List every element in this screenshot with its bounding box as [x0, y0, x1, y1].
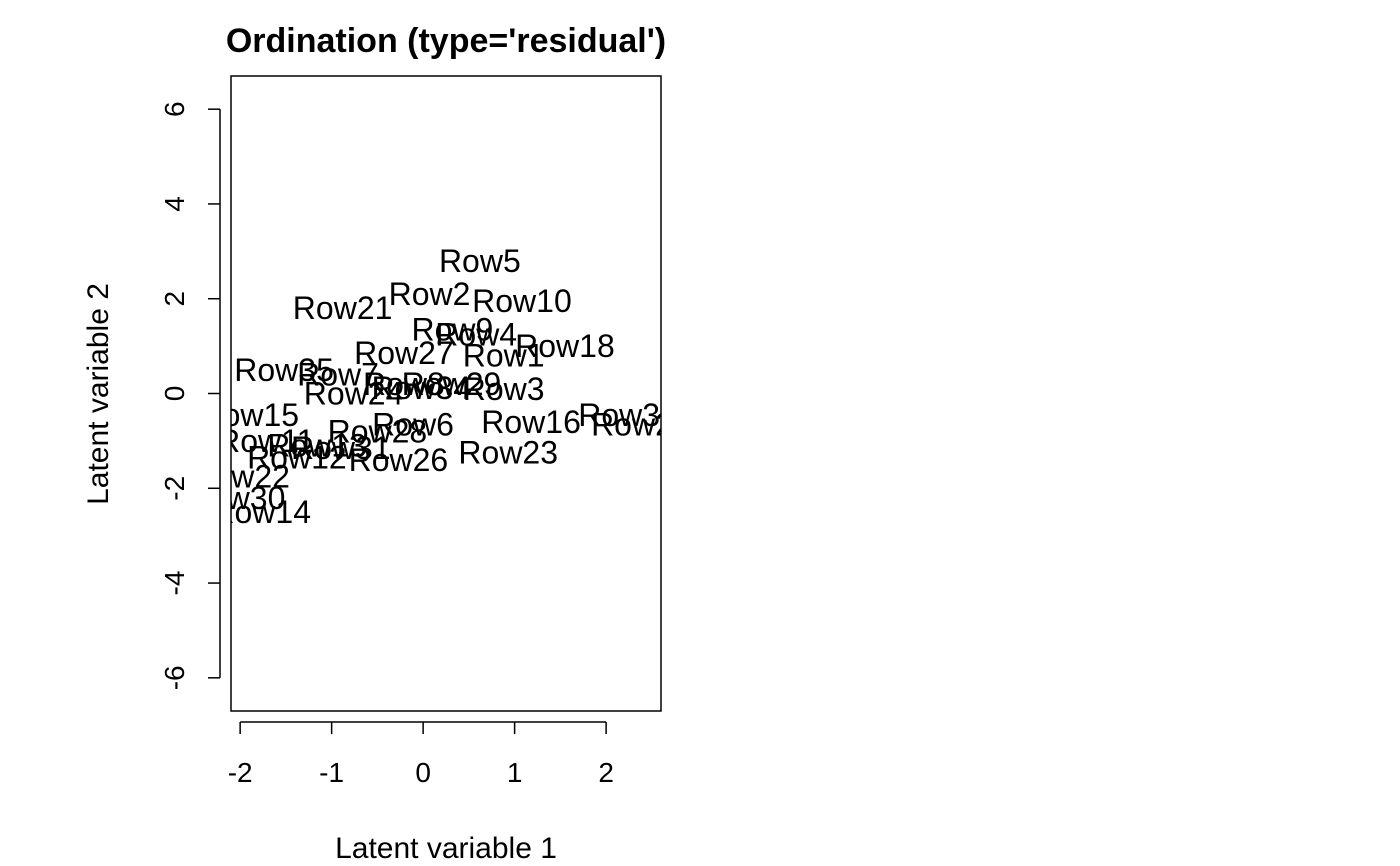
point-label: Row18 [515, 328, 615, 364]
chart-title: Ordination (type='residual') [226, 22, 666, 60]
point-label: Row1 [463, 338, 545, 374]
point-label: Row35 [234, 352, 334, 388]
point-label: Row6 [372, 406, 454, 442]
plot-frame [230, 75, 662, 712]
y-tick-label: -4 [159, 571, 190, 596]
x-tick-label: 0 [415, 757, 431, 788]
point-label: Row8 [363, 366, 445, 402]
x-tick-label: -2 [228, 757, 253, 788]
x-tick-label: -1 [319, 757, 344, 788]
y-axis: -6 -4 -2 0 2 4 6 [159, 101, 221, 690]
y-tick-label: 0 [159, 386, 190, 402]
point-label: Row14 [211, 494, 311, 530]
y-tick-label: -2 [159, 476, 190, 501]
point-label: Row28 [328, 413, 428, 449]
point-label: Row27 [354, 335, 454, 371]
point-label: Row24 [304, 376, 404, 412]
y-tick-label: 6 [159, 101, 190, 117]
point-label: Row4 [435, 316, 517, 352]
point-label: Row11 [217, 423, 314, 459]
point-label: Row15 [199, 397, 299, 433]
point-label: Row31 [291, 430, 391, 466]
point-label: Row34 [371, 370, 471, 406]
x-axis-label: Latent variable 1 [335, 832, 557, 865]
y-tick-label: 4 [159, 196, 190, 212]
point-label: Row9 [411, 312, 493, 348]
point-label: Row3 [463, 371, 545, 407]
point-label: Row20 [591, 406, 691, 442]
x-tick-label: 2 [598, 757, 614, 788]
point-label: Row21 [293, 290, 393, 326]
point-label: Row22 [190, 458, 290, 494]
point-label: Row2 [389, 276, 471, 312]
point-label: Row16 [481, 404, 581, 440]
y-tick-label: 2 [159, 291, 190, 307]
point-label: Row5 [439, 243, 521, 279]
point-label: Row33 [578, 397, 678, 433]
point-label: Row26 [349, 442, 449, 478]
point-label: Row13 [267, 428, 367, 464]
point-label: Row29 [402, 366, 502, 402]
point-label: Row7 [297, 357, 379, 393]
point-label: Row10 [472, 283, 572, 319]
point-label: Row30 [186, 480, 286, 516]
y-axis-label: Latent variable 2 [82, 283, 115, 505]
point-label: Row23 [458, 435, 558, 471]
x-tick-label: 1 [507, 757, 523, 788]
point-label: Row12 [247, 439, 347, 475]
x-axis: -2 -1 0 1 2 [228, 721, 614, 788]
y-tick-label: -6 [159, 665, 190, 690]
